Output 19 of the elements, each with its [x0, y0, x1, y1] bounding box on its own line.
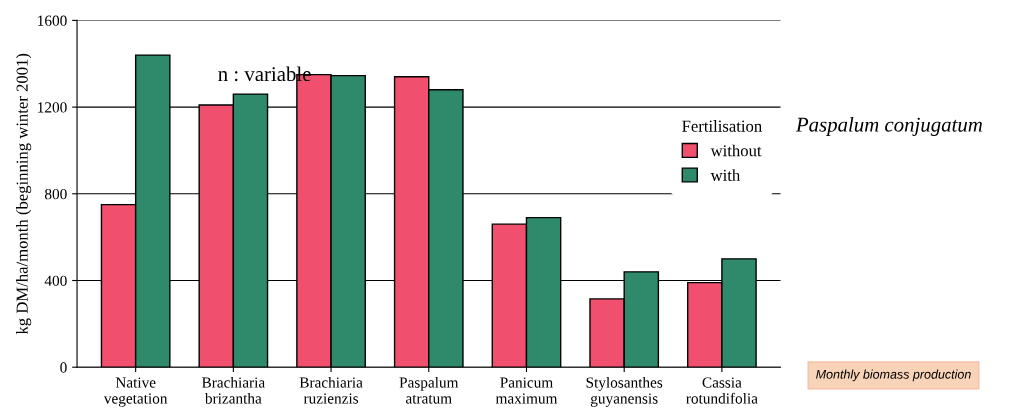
text: Paspalum conjugatum — [795, 117, 982, 136]
y-tick-label: 1200 — [38, 102, 67, 113]
text: Monthly biomass production — [816, 369, 971, 382]
y-axis-title: kg DM/ha/month (beginning winter 2001) — [16, 53, 32, 335]
x-tick-label: Paspalum atratum — [399, 376, 459, 404]
x-tick-label: Panicum maximum — [495, 377, 558, 404]
y-tick-label: 800 — [44, 188, 67, 200]
legend-label: without — [710, 144, 762, 157]
legend-title: Fertilisation — [682, 120, 762, 132]
legend-label: with — [710, 169, 741, 181]
y-tick-label: 1600 — [38, 15, 67, 26]
y-tick-label: 400 — [44, 275, 67, 286]
x-tick-label: Native vegetation — [103, 377, 168, 407]
x-tick-label: Cassia rotundifolia — [686, 377, 758, 404]
x-tick-label: Stylosanthes guyanensis — [586, 376, 663, 407]
y-tick-label: 0 — [60, 362, 67, 373]
x-tick-label: Brachiaria brizantha — [201, 376, 265, 404]
annotation: n : variable — [218, 66, 311, 82]
x-tick-label: Brachiaria ruzienzis — [299, 376, 363, 404]
